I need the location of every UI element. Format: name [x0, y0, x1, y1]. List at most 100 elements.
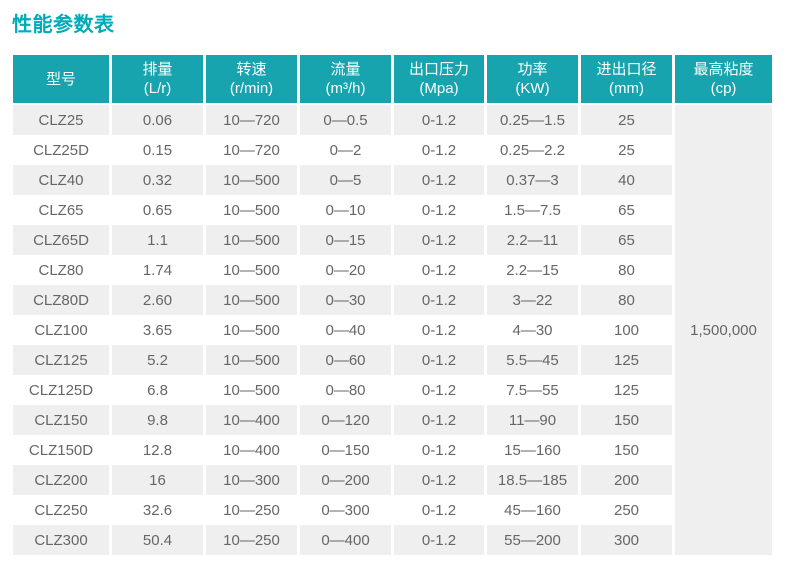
table-cell: 250 — [578, 495, 672, 525]
column-header-speed: 转速 (r/min) — [203, 55, 297, 105]
table-cell: 0—200 — [297, 465, 391, 495]
table-row: CLZ25 0.06 10—720 0—0.5 0-1.2 0.25—1.5 25 1,500… — [13, 105, 772, 555]
model-cell: CLZ200 — [13, 465, 109, 495]
table-cell: 0—10 — [297, 195, 391, 225]
table-cell: 0—30 — [297, 285, 391, 315]
table-row: CLZ150 9.8 10—400 0—120 0-1.2 11—90 150 — [13, 405, 772, 435]
table-cell: 10—720 — [203, 105, 297, 135]
table-cell: 0-1.2 — [391, 285, 484, 315]
table-cell: 65 — [578, 195, 672, 225]
table-cell: 6.8 — [109, 375, 203, 405]
table-cell: 1.1 — [109, 225, 203, 255]
column-header-unit: (mm) — [609, 80, 644, 97]
table-cell: 150 — [578, 435, 672, 465]
table-cell: 0-1.2 — [391, 105, 484, 135]
table-cell: 4—30 — [484, 315, 578, 345]
table-cell: 11—90 — [484, 405, 578, 435]
table-cell: 2.2—15 — [484, 255, 578, 285]
model-cell: CLZ65D — [13, 225, 109, 255]
table-cell: 0—20 — [297, 255, 391, 285]
column-header-name: 最高粘度 — [693, 61, 754, 78]
column-header-unit: (KW) — [515, 80, 550, 97]
model-cell: CLZ150D — [13, 435, 109, 465]
table-cell: 0—40 — [297, 315, 391, 345]
table-cell: 45—160 — [484, 495, 578, 525]
table-cell: 10—500 — [203, 225, 297, 255]
column-header-unit: (m³/h) — [325, 80, 366, 97]
table-cell: 0-1.2 — [391, 375, 484, 405]
column-header-pressure: 出口压力 (Mpa) — [391, 55, 484, 105]
table-cell: 0.37—3 — [484, 165, 578, 195]
table-cell: 0-1.2 — [391, 165, 484, 195]
model-cell: CLZ250 — [13, 495, 109, 525]
column-header-diameter: 进出口径 (mm) — [578, 55, 672, 105]
table-cell: 40 — [578, 165, 672, 195]
model-cell: CLZ80D — [13, 285, 109, 315]
table-cell: 25 — [578, 135, 672, 165]
table-cell: 10—500 — [203, 345, 297, 375]
table-cell: 9.8 — [109, 405, 203, 435]
table-cell: 0-1.2 — [391, 135, 484, 165]
model-cell: CLZ25D — [13, 135, 109, 165]
table-cell: 15—160 — [484, 435, 578, 465]
table-cell: 5.5—45 — [484, 345, 578, 375]
table-cell: 3.65 — [109, 315, 203, 345]
table-cell: 2.60 — [109, 285, 203, 315]
column-header-unit: (L/r) — [143, 80, 172, 97]
table-cell: 0—2 — [297, 135, 391, 165]
column-header-displacement: 排量 (L/r) — [109, 55, 203, 105]
model-cell: CLZ25 — [13, 105, 109, 135]
table-cell: 10—500 — [203, 165, 297, 195]
table-cell: 0-1.2 — [391, 225, 484, 255]
column-header-name: 型号 — [45, 70, 76, 88]
column-header-name: 进出口径 — [596, 61, 657, 78]
table-row: CLZ100 3.65 10—500 0—40 0-1.2 4—30 100 — [13, 315, 772, 345]
table-cell: 65 — [578, 225, 672, 255]
table-cell: 10—250 — [203, 525, 297, 555]
table-cell: 10—400 — [203, 405, 297, 435]
page-title: 性能参数表 — [12, 14, 115, 36]
model-cell: CLZ40 — [13, 165, 109, 195]
model-cell: CLZ150 — [13, 405, 109, 435]
table-cell: 0-1.2 — [391, 435, 484, 465]
table-cell: 7.5—55 — [484, 375, 578, 405]
column-header-model: 型号 — [13, 55, 109, 105]
table-cell: 0.15 — [109, 135, 203, 165]
table-cell: 0-1.2 — [391, 255, 484, 285]
table-cell: 0-1.2 — [391, 405, 484, 435]
table-row: CLZ200 16 10—300 0—200 0-1.2 18.5—185 200 — [13, 465, 772, 495]
table-cell: 0—120 — [297, 405, 391, 435]
performance-parameters-table: 型号 排量 (L/r) 转速 (r/min) 流量 (m³/h) 出口压力 (Mpa) 功率 (KW… — [13, 55, 772, 555]
table-cell: 10—500 — [203, 285, 297, 315]
table-cell: 300 — [578, 525, 672, 555]
table-cell: 150 — [578, 405, 672, 435]
table-row: CLZ25D 0.15 10—720 0—2 0-1.2 0.25—2.2 25 — [13, 135, 772, 165]
table-row: CLZ150D 12.8 10—400 0—150 0-1.2 15—160 150 — [13, 435, 772, 465]
table-cell: 1.74 — [109, 255, 203, 285]
table-cell: 10—500 — [203, 255, 297, 285]
table-row: CLZ250 32.6 10—250 0—300 0-1.2 45—160 250 — [13, 495, 772, 525]
table-cell: 0—15 — [297, 225, 391, 255]
table-cell: 125 — [578, 345, 672, 375]
table-cell: 0—150 — [297, 435, 391, 465]
table-cell: 2.2—11 — [484, 225, 578, 255]
table-cell: 16 — [109, 465, 203, 495]
table-cell: 0.65 — [109, 195, 203, 225]
table-row: CLZ65D 1.1 10—500 0—15 0-1.2 2.2—11 65 — [13, 225, 772, 255]
table-cell: 55—200 — [484, 525, 578, 555]
column-header-name: 流量 — [330, 61, 361, 78]
table-cell: 10—500 — [203, 375, 297, 405]
table-cell: 10—400 — [203, 435, 297, 465]
table-row: CLZ80 1.74 10—500 0—20 0-1.2 2.2—15 80 — [13, 255, 772, 285]
table-cell: 3—22 — [484, 285, 578, 315]
table-cell: 0—300 — [297, 495, 391, 525]
table-cell: 0-1.2 — [391, 465, 484, 495]
model-cell: CLZ300 — [13, 525, 109, 555]
table-cell: 125 — [578, 375, 672, 405]
table-row: CLZ80D 2.60 10—500 0—30 0-1.2 3—22 80 — [13, 285, 772, 315]
table-cell: 10—720 — [203, 135, 297, 165]
table-cell: 0—0.5 — [297, 105, 391, 135]
column-header-unit: (Mpa) — [419, 80, 459, 97]
table-cell: 0.32 — [109, 165, 203, 195]
